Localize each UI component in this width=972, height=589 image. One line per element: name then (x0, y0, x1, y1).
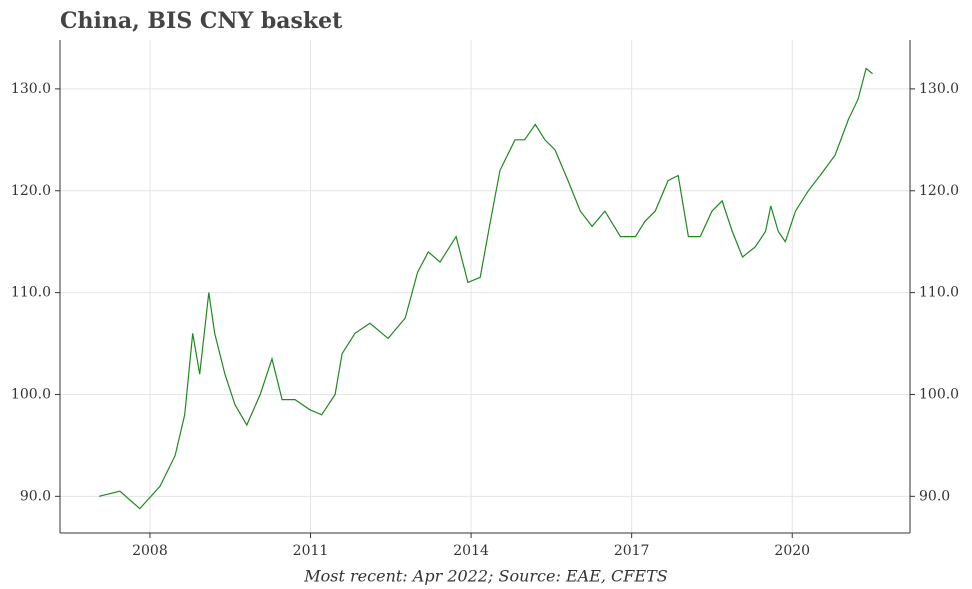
chart-title: China, BIS CNY basket (60, 8, 343, 34)
y-tick-label: 130.0 (11, 81, 51, 97)
y2-tick-label: 130.0 (919, 81, 959, 97)
y2-tick-label: 110.0 (919, 285, 959, 301)
y-tick-label: 110.0 (11, 285, 51, 301)
x-tick-label: 2017 (614, 543, 650, 559)
x-tick-label: 2011 (293, 543, 329, 559)
y2-tick-label: 90.0 (919, 488, 950, 504)
y-tick-label: 100.0 (11, 386, 51, 402)
data-line (98, 67, 873, 510)
y-tick-label: 120.0 (11, 183, 51, 199)
y2-tick-label: 100.0 (919, 386, 959, 402)
y2-tick-label: 120.0 (919, 183, 959, 199)
caption: Most recent: Apr 2022; Source: EAE, CFET… (303, 567, 667, 586)
y-tick-label: 90.0 (20, 488, 51, 504)
x-tick-label: 2020 (774, 543, 810, 559)
x-tick-label: 2008 (132, 543, 168, 559)
x-tick-label: 2014 (453, 543, 489, 559)
